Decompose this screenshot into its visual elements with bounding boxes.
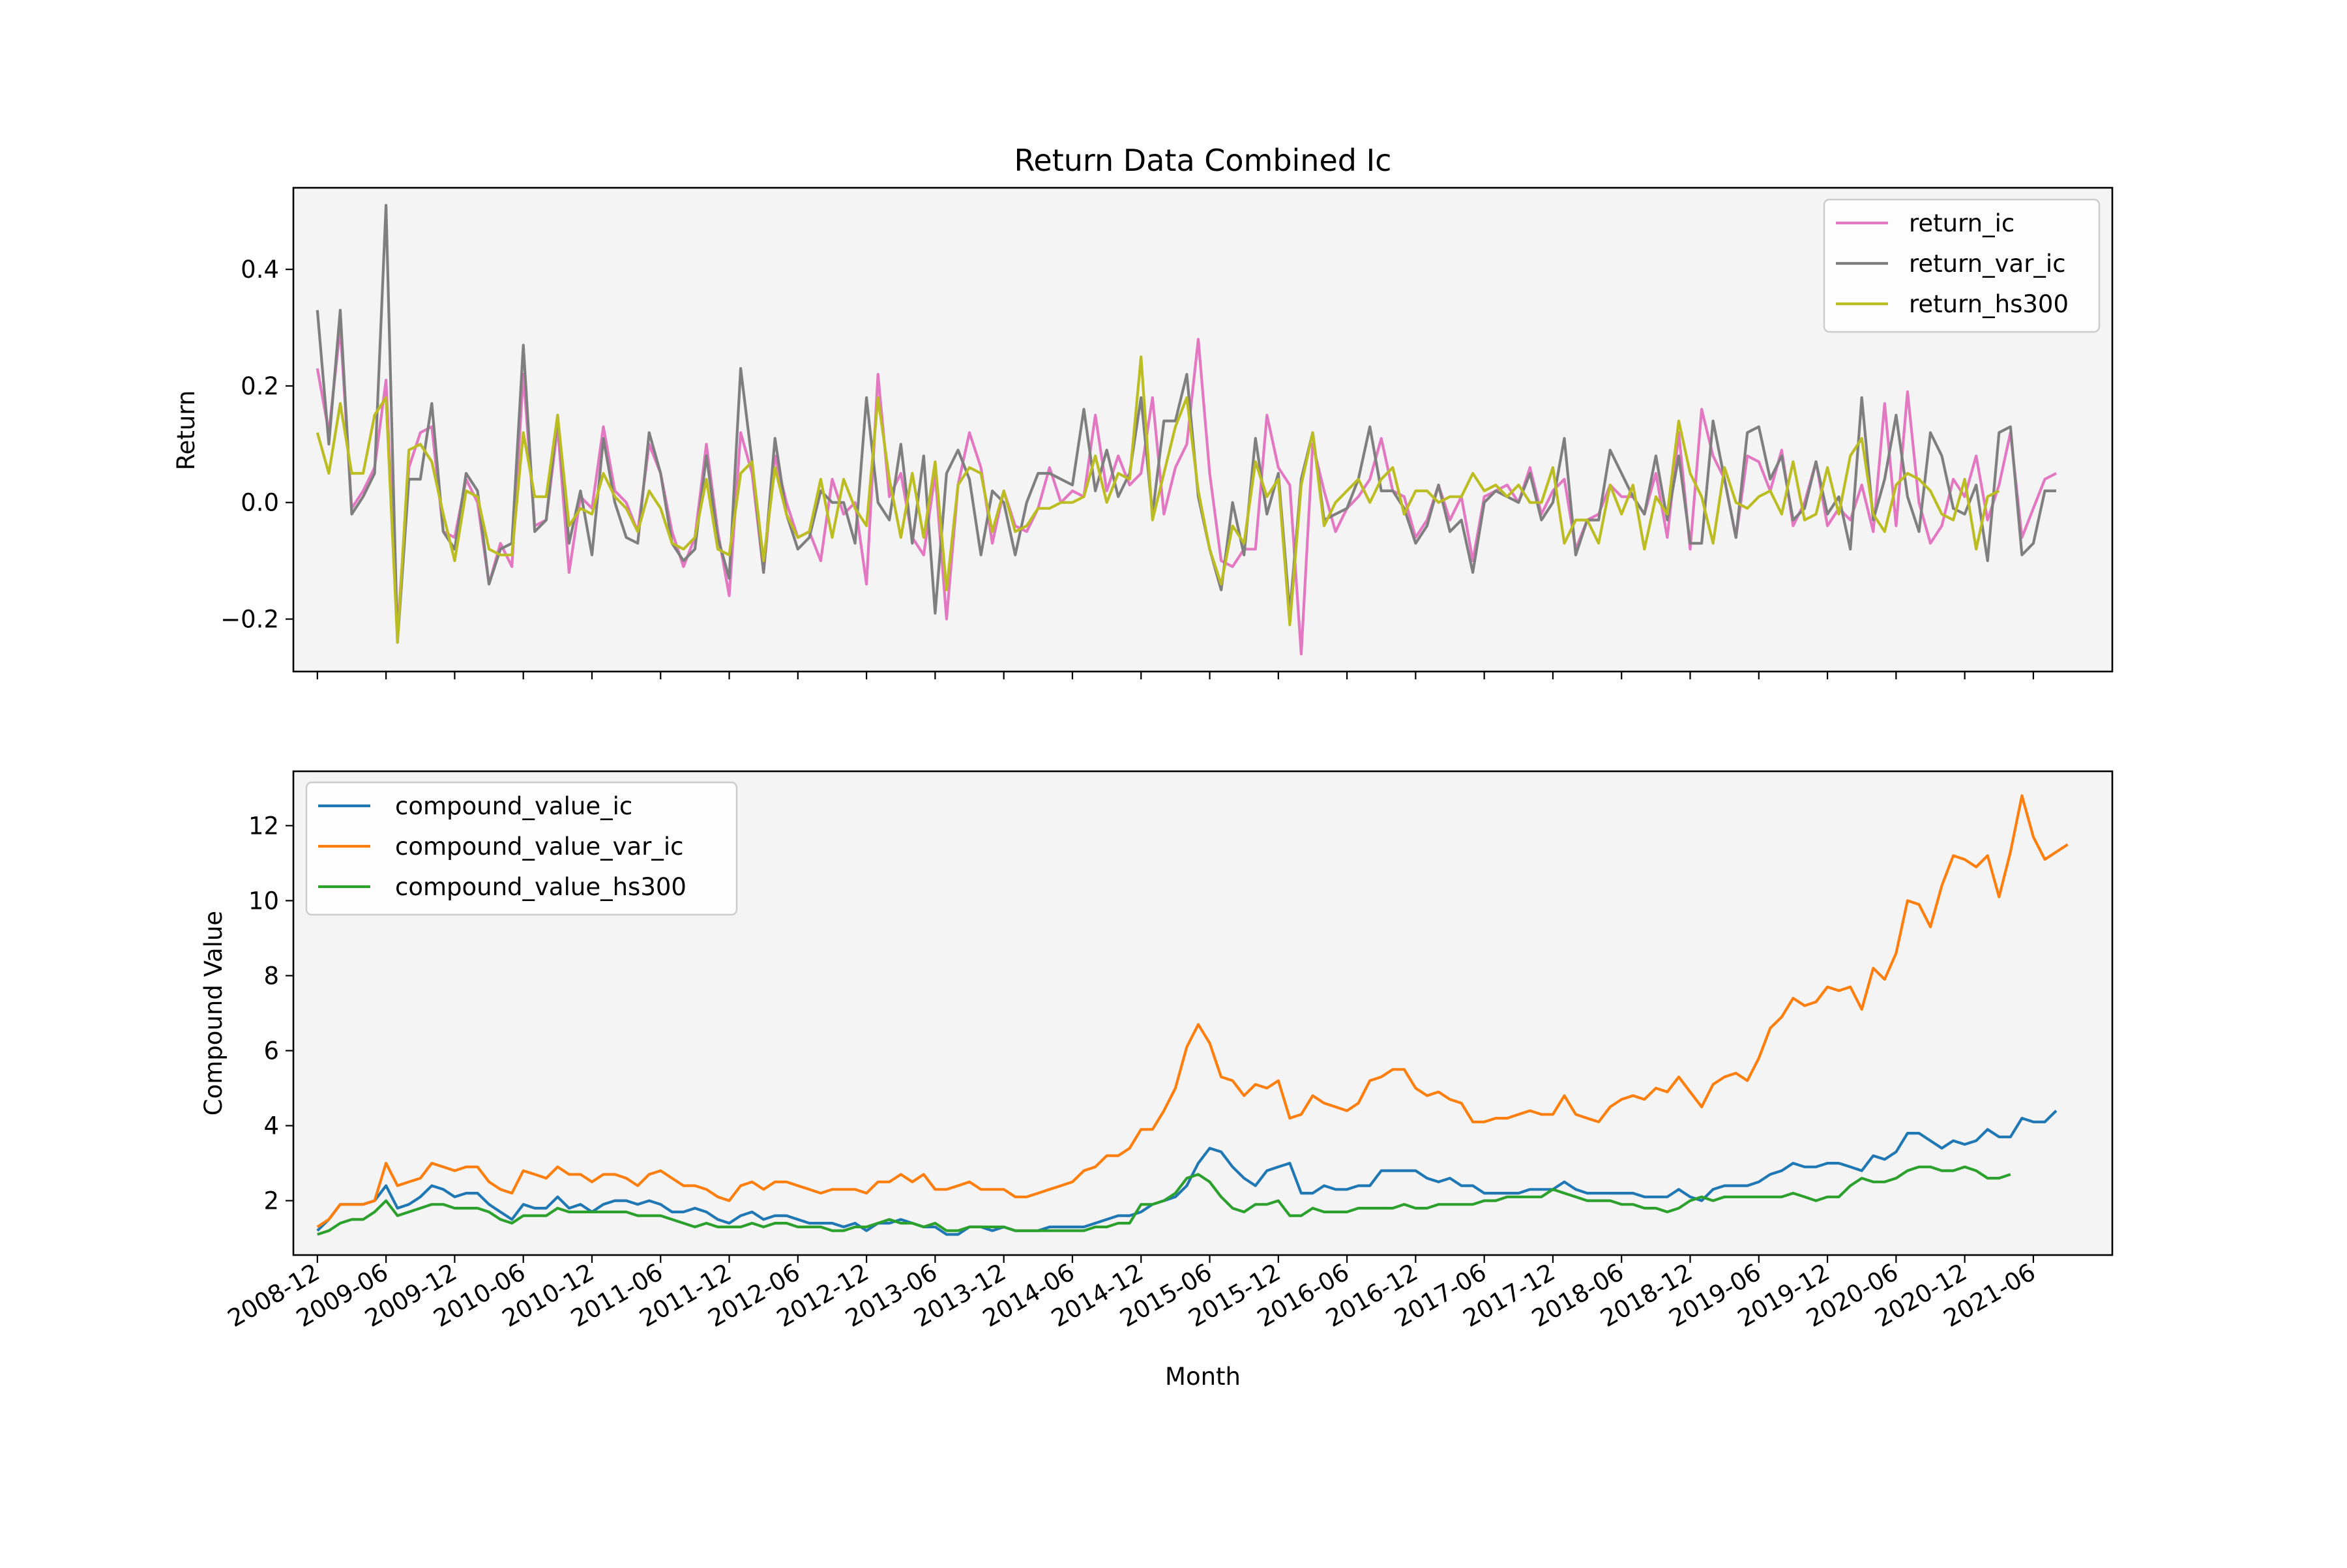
legend-compound: compound_value_ic compound_value_var_ic …	[305, 781, 738, 916]
y-tick-label: 6	[263, 1037, 279, 1065]
y-axis-label-compound: Compound Value	[199, 911, 228, 1116]
y-tick-label: 10	[248, 887, 279, 915]
legend-label-compound-var-ic: compound_value_var_ic	[395, 833, 684, 861]
x-axis-label: Month	[1165, 1363, 1241, 1391]
y-tick-label: 12	[248, 812, 279, 840]
legend-label-return-hs300: return_hs300	[1909, 290, 2069, 318]
x-ticks-returns	[316, 672, 2035, 679]
axes-frame-returns	[292, 186, 2114, 673]
y-tick-label: −0.2	[220, 606, 279, 634]
y-axis-label-returns: Return	[172, 391, 200, 471]
legend-box-compound	[305, 781, 738, 916]
y-tick-label: 4	[263, 1112, 279, 1140]
series-line-return-ic	[316, 326, 2057, 656]
series-line-compound-value-ic	[316, 1110, 2058, 1236]
axes-returns: −0.2 0.0 0.2 0.4 Return Data Combined Ic Re…	[172, 143, 2114, 679]
y-tick-label: 0.0	[241, 489, 279, 517]
y-ticks-returns: −0.2 0.0 0.2 0.4	[220, 256, 293, 634]
series-line-return-var-ic	[316, 203, 2056, 644]
chart-title: Return Data Combined Ic	[1014, 143, 1392, 178]
series-line-return-hs300	[316, 355, 2000, 644]
series-lines-returns	[316, 203, 2057, 656]
plot-area-returns	[293, 188, 2112, 672]
y-tick-label: 0.4	[241, 256, 279, 284]
y-tick-label: 8	[263, 962, 279, 990]
legend-label-compound-hs300: compound_value_hs300	[395, 873, 686, 901]
legend-label-return-var-ic: return_var_ic	[1909, 250, 2066, 278]
axes-frame-compound	[292, 770, 2114, 1256]
legend-label-compound-ic: compound_value_ic	[395, 792, 632, 820]
series-lines-compound	[316, 794, 2069, 1236]
y-tick-label: 2	[263, 1187, 279, 1215]
series-line-compound-value-var-ic	[316, 794, 2069, 1228]
legend-label-return-ic: return_ic	[1909, 209, 2015, 237]
series-line-compound-value-hs300	[317, 1165, 2011, 1236]
legend-box-returns	[1823, 198, 2101, 333]
y-ticks-compound: 2 4 6 8 10 12	[248, 812, 293, 1215]
legend-returns: return_ic return_var_ic return_hs300	[1823, 198, 2101, 333]
y-tick-label: 0.2	[241, 372, 279, 400]
